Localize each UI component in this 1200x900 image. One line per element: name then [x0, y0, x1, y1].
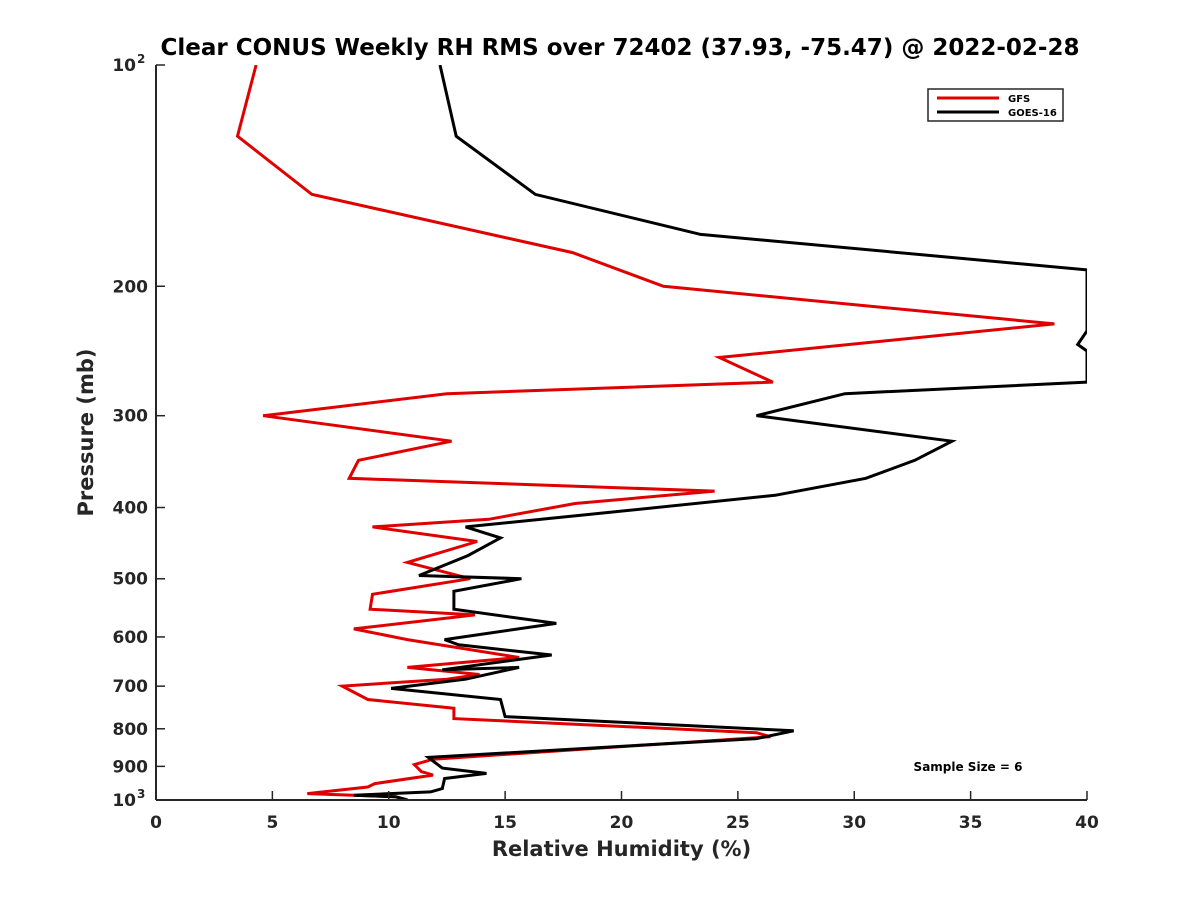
legend-label: GFS	[1008, 94, 1030, 105]
x-tick-label: 35	[959, 813, 983, 833]
x-tick-label: 0	[150, 813, 162, 833]
y-tick-label: 400	[113, 499, 149, 519]
x-tick-label: 15	[493, 813, 517, 833]
x-axis-label: Relative Humidity (%)	[492, 837, 751, 861]
y-tick-exponent: 2	[137, 52, 145, 66]
x-tick-label: 10	[377, 813, 401, 833]
y-tick-label: 700	[113, 677, 149, 697]
y-tick-exponent: 3	[137, 787, 145, 801]
y-tick-label: 800	[113, 720, 149, 740]
series-layer	[235, 65, 1087, 800]
y-tick-label: 300	[113, 407, 149, 427]
x-tick-label: 5	[266, 813, 278, 833]
y-axis-label: Pressure (mb)	[74, 349, 98, 517]
x-tick-label: 25	[726, 813, 750, 833]
y-tick-label: 600	[113, 628, 149, 648]
y-tick-label: 500	[113, 570, 149, 590]
y-tick-label: 10	[112, 791, 136, 811]
y-tick-label: 200	[113, 277, 149, 297]
legend: GFS GOES-16	[927, 88, 1064, 122]
y-tick-label: 900	[113, 757, 149, 777]
legend-label: GOES-16	[1008, 108, 1057, 119]
chart-title: Clear CONUS Weekly RH RMS over 72402 (37…	[161, 35, 1080, 61]
series-line-goes-16	[353, 65, 1087, 800]
legend-box	[927, 88, 1064, 122]
plot-area	[156, 65, 1087, 800]
y-tick-label: 10	[112, 56, 136, 76]
x-tick-label: 30	[842, 813, 866, 833]
series-line-gfs	[235, 65, 1055, 800]
sample-size-annotation: Sample Size = 6	[914, 760, 1023, 774]
x-tick-label: 20	[610, 813, 634, 833]
x-tick-label: 40	[1075, 813, 1099, 833]
